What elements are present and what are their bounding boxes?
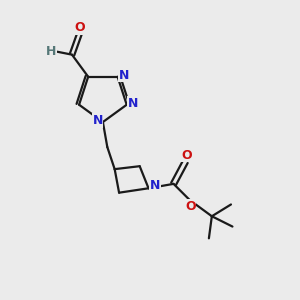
Text: N: N bbox=[150, 179, 160, 192]
Text: O: O bbox=[74, 21, 85, 34]
Text: N: N bbox=[119, 69, 129, 82]
Text: O: O bbox=[182, 149, 192, 162]
Text: N: N bbox=[128, 97, 138, 110]
Text: H: H bbox=[46, 45, 56, 58]
Text: N: N bbox=[92, 114, 103, 127]
Text: O: O bbox=[185, 200, 196, 213]
